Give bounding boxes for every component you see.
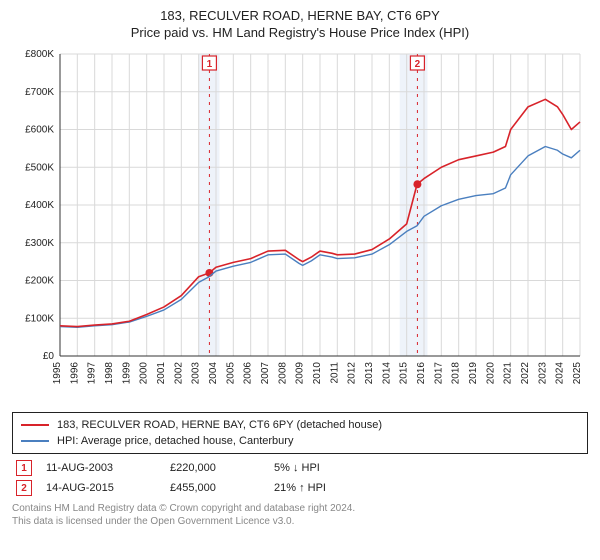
- y-tick-label: £0: [43, 351, 55, 362]
- sale-row-marker: 2: [16, 480, 32, 496]
- x-tick-label: 2009: [295, 362, 306, 385]
- y-tick-label: £800K: [25, 49, 54, 60]
- x-tick-label: 2013: [364, 362, 375, 385]
- x-tick-label: 2001: [156, 362, 167, 385]
- x-tick-label: 2023: [537, 362, 548, 385]
- legend-label: HPI: Average price, detached house, Cant…: [57, 435, 293, 447]
- price-chart: £0 £100K £200K £300K £400K £500K £600K £700K £80…: [12, 46, 588, 406]
- x-tick-label: 1995: [52, 362, 63, 385]
- sale-hpi: 21% ↑ HPI: [274, 482, 384, 494]
- sale-row: 1 11-AUG-2003 £220,000 5% ↓ HPI: [16, 460, 588, 476]
- x-tick-label: 2014: [381, 362, 392, 385]
- x-tick-label: 2018: [451, 362, 462, 385]
- x-tick-label: 2021: [503, 362, 514, 385]
- x-tick-label: 1997: [87, 362, 98, 385]
- chart-subtitle: Price paid vs. HM Land Registry's House …: [12, 25, 588, 40]
- y-tick-label: £100K: [25, 313, 54, 324]
- x-tick-label: 2003: [191, 362, 202, 385]
- legend-swatch: [21, 424, 49, 426]
- y-tick-label: £600K: [25, 125, 54, 136]
- y-tick-label: £400K: [25, 200, 54, 211]
- x-tick-label: 1998: [104, 362, 115, 385]
- x-tick-label: 2004: [208, 362, 219, 385]
- x-tick-label: 2024: [555, 362, 566, 385]
- x-tick-label: 2016: [416, 362, 427, 385]
- x-tick-label: 2017: [433, 362, 444, 385]
- sale-marker-label: 2: [415, 59, 421, 70]
- y-tick-label: £200K: [25, 276, 54, 287]
- x-tick-label: 2007: [260, 362, 271, 385]
- sale-price: £455,000: [170, 482, 260, 494]
- sale-row-marker: 1: [16, 460, 32, 476]
- x-tick-label: 2022: [520, 362, 531, 385]
- legend-label: 183, RECULVER ROAD, HERNE BAY, CT6 6PY (…: [57, 419, 382, 431]
- footnote-2: This data is licensed under the Open Gov…: [12, 515, 588, 528]
- x-tick-label: 1996: [69, 362, 80, 385]
- page: 183, RECULVER ROAD, HERNE BAY, CT6 6PY P…: [0, 0, 600, 560]
- footnote: Contains HM Land Registry data © Crown c…: [12, 502, 588, 528]
- x-tick-label: 2020: [485, 362, 496, 385]
- x-tick-label: 2011: [329, 362, 340, 384]
- x-tick-label: 2019: [468, 362, 479, 385]
- footnote-1: Contains HM Land Registry data © Crown c…: [12, 502, 588, 515]
- x-tick-label: 2012: [347, 362, 358, 385]
- x-tick-label: 2025: [572, 362, 583, 385]
- x-tick-label: 2002: [173, 362, 184, 385]
- legend-row: 183, RECULVER ROAD, HERNE BAY, CT6 6PY (…: [21, 417, 579, 433]
- sale-marker-label: 1: [207, 59, 213, 70]
- chart-title: 183, RECULVER ROAD, HERNE BAY, CT6 6PY: [12, 8, 588, 23]
- chart-footer: 183, RECULVER ROAD, HERNE BAY, CT6 6PY (…: [12, 412, 588, 528]
- y-tick-label: £700K: [25, 87, 54, 98]
- legend: 183, RECULVER ROAD, HERNE BAY, CT6 6PY (…: [12, 412, 588, 454]
- x-tick-label: 2010: [312, 362, 323, 385]
- sale-hpi: 5% ↓ HPI: [274, 462, 384, 474]
- legend-row: HPI: Average price, detached house, Cant…: [21, 433, 579, 449]
- x-tick-label: 2008: [277, 362, 288, 385]
- x-tick-label: 2000: [139, 362, 150, 385]
- x-tick-label: 1999: [121, 362, 132, 385]
- legend-swatch: [21, 440, 49, 442]
- y-tick-label: £300K: [25, 238, 54, 249]
- y-tick-label: £500K: [25, 162, 54, 173]
- sale-date: 11-AUG-2003: [46, 462, 156, 474]
- sale-price: £220,000: [170, 462, 260, 474]
- sale-date: 14-AUG-2015: [46, 482, 156, 494]
- x-tick-label: 2006: [243, 362, 254, 385]
- x-tick-label: 2015: [399, 362, 410, 385]
- sale-row: 2 14-AUG-2015 £455,000 21% ↑ HPI: [16, 480, 588, 496]
- x-tick-label: 2005: [225, 362, 236, 385]
